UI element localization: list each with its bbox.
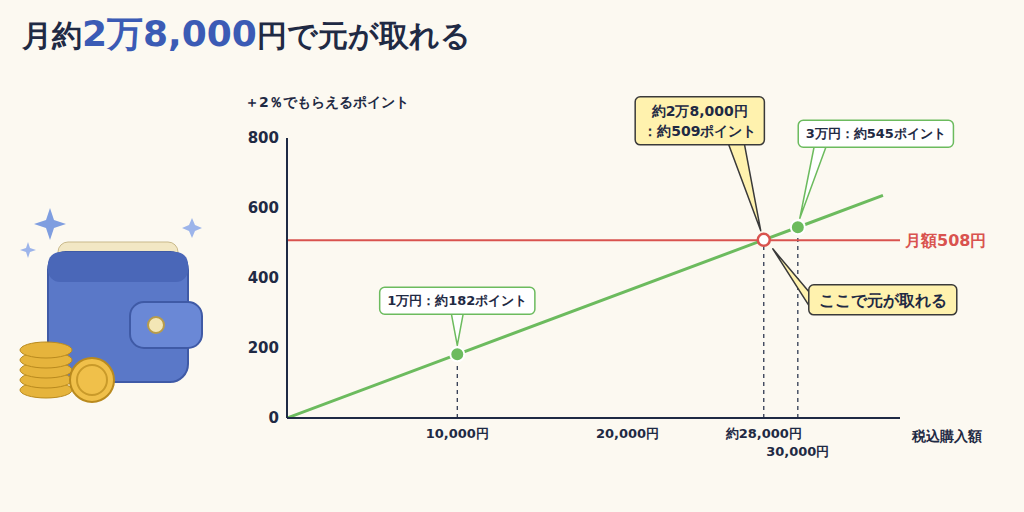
svg-text:月額508円: 月額508円 (904, 231, 986, 250)
svg-text:約2万8,000円: 約2万8,000円 (651, 103, 748, 119)
svg-text:1万円：約182ポイント: 1万円：約182ポイント (387, 293, 527, 308)
svg-text:800: 800 (248, 129, 279, 147)
svg-text:400: 400 (248, 269, 279, 287)
html-text:＋2％でもらえるポイント: ＋2％でもらえるポイント (245, 94, 409, 110)
svg-text:：約509ポイント: ：約509ポイント (643, 123, 756, 139)
svg-text:10,000円: 10,000円 (426, 426, 489, 441)
svg-text:200: 200 (248, 339, 279, 357)
html-text:月約2万8,000円で元が取れる: 月約2万8,000円で元が取れる (22, 13, 471, 54)
svg-text:0: 0 (269, 409, 279, 427)
svg-text:600: 600 (248, 199, 279, 217)
svg-text:30,000円: 30,000円 (766, 444, 829, 459)
html-text:税込購入額: 税込購入額 (912, 428, 982, 444)
svg-text:約28,000円: 約28,000円 (725, 426, 802, 441)
svg-text:20,000円: 20,000円 (596, 426, 659, 441)
svg-text:3万円：約545ポイント: 3万円：約545ポイント (806, 126, 946, 141)
svg-text:ここで元が取れる: ここで元が取れる (819, 291, 947, 310)
